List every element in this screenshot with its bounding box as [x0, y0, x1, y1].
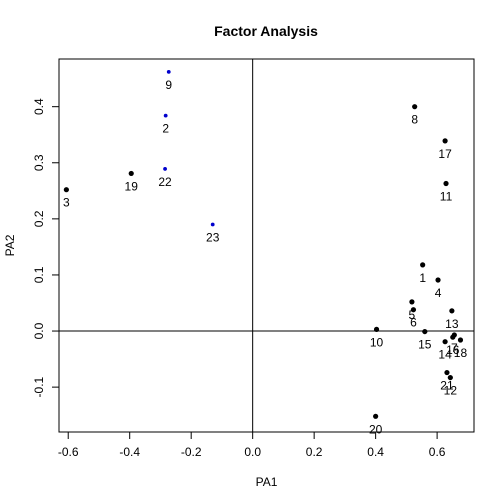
point-label: 4 — [435, 286, 442, 300]
x-tick-label: 0.4 — [367, 445, 384, 459]
data-point — [412, 104, 418, 110]
point-label: 22 — [158, 175, 172, 189]
data-point — [435, 277, 441, 283]
point-label: 17 — [438, 147, 452, 161]
point-label: 21 — [440, 379, 454, 393]
x-tick-label: -0.6 — [58, 445, 79, 459]
data-point — [166, 70, 171, 74]
point-label: 19 — [125, 179, 139, 193]
x-tick-label: -0.2 — [181, 445, 202, 459]
data-point — [163, 113, 168, 118]
data-point — [443, 180, 449, 187]
x-axis-label: PA1 — [256, 475, 278, 489]
data-point — [63, 187, 69, 193]
x-tick-label: 0.2 — [306, 445, 323, 459]
point-label: 2 — [162, 122, 169, 136]
point-label: 8 — [411, 113, 418, 127]
point-label: 15 — [418, 338, 432, 352]
point-label: 3 — [63, 196, 70, 210]
point-label: 5 — [409, 308, 416, 322]
data-point — [442, 339, 448, 345]
point-label: 12 — [444, 384, 458, 398]
y-tick-label: 0.2 — [32, 210, 46, 227]
x-tick-label: 0.6 — [429, 445, 446, 459]
data-point — [409, 299, 415, 305]
data-point — [420, 262, 426, 268]
point-label: 20 — [369, 422, 383, 436]
point-label: 11 — [440, 190, 453, 204]
data-point — [442, 138, 448, 144]
point-label: 7 — [451, 341, 458, 355]
data-point — [210, 222, 215, 227]
point-label: 9 — [165, 78, 172, 92]
data-point — [410, 307, 417, 313]
point-label: 13 — [445, 317, 459, 331]
x-tick-label: -0.4 — [119, 445, 140, 459]
chart-title: Factor Analysis — [214, 23, 318, 39]
data-point — [447, 374, 453, 381]
y-tick-label: 0.1 — [32, 266, 46, 283]
point-label: 1 — [419, 271, 426, 285]
y-tick-label: 0.3 — [32, 154, 46, 171]
y-tick-label: -0.1 — [32, 376, 46, 397]
y-tick-label: 0.4 — [32, 98, 46, 115]
point-label: 10 — [370, 335, 384, 349]
data-point — [373, 326, 380, 332]
data-point — [450, 334, 456, 340]
point-label: 23 — [206, 230, 220, 244]
y-axis-label: PA2 — [3, 234, 17, 256]
data-point — [449, 308, 455, 314]
data-point — [444, 369, 450, 376]
point-label: 6 — [410, 316, 417, 330]
data-point — [457, 337, 464, 343]
data-point — [373, 413, 379, 419]
point-label: 14 — [438, 348, 452, 362]
y-tick-label: 0.0 — [32, 322, 46, 339]
x-tick-label: 0.0 — [244, 445, 261, 459]
point-label: 18 — [454, 346, 468, 360]
point-label: 16 — [446, 343, 460, 357]
data-point — [422, 328, 428, 335]
data-point — [128, 170, 134, 177]
data-point — [163, 167, 167, 171]
